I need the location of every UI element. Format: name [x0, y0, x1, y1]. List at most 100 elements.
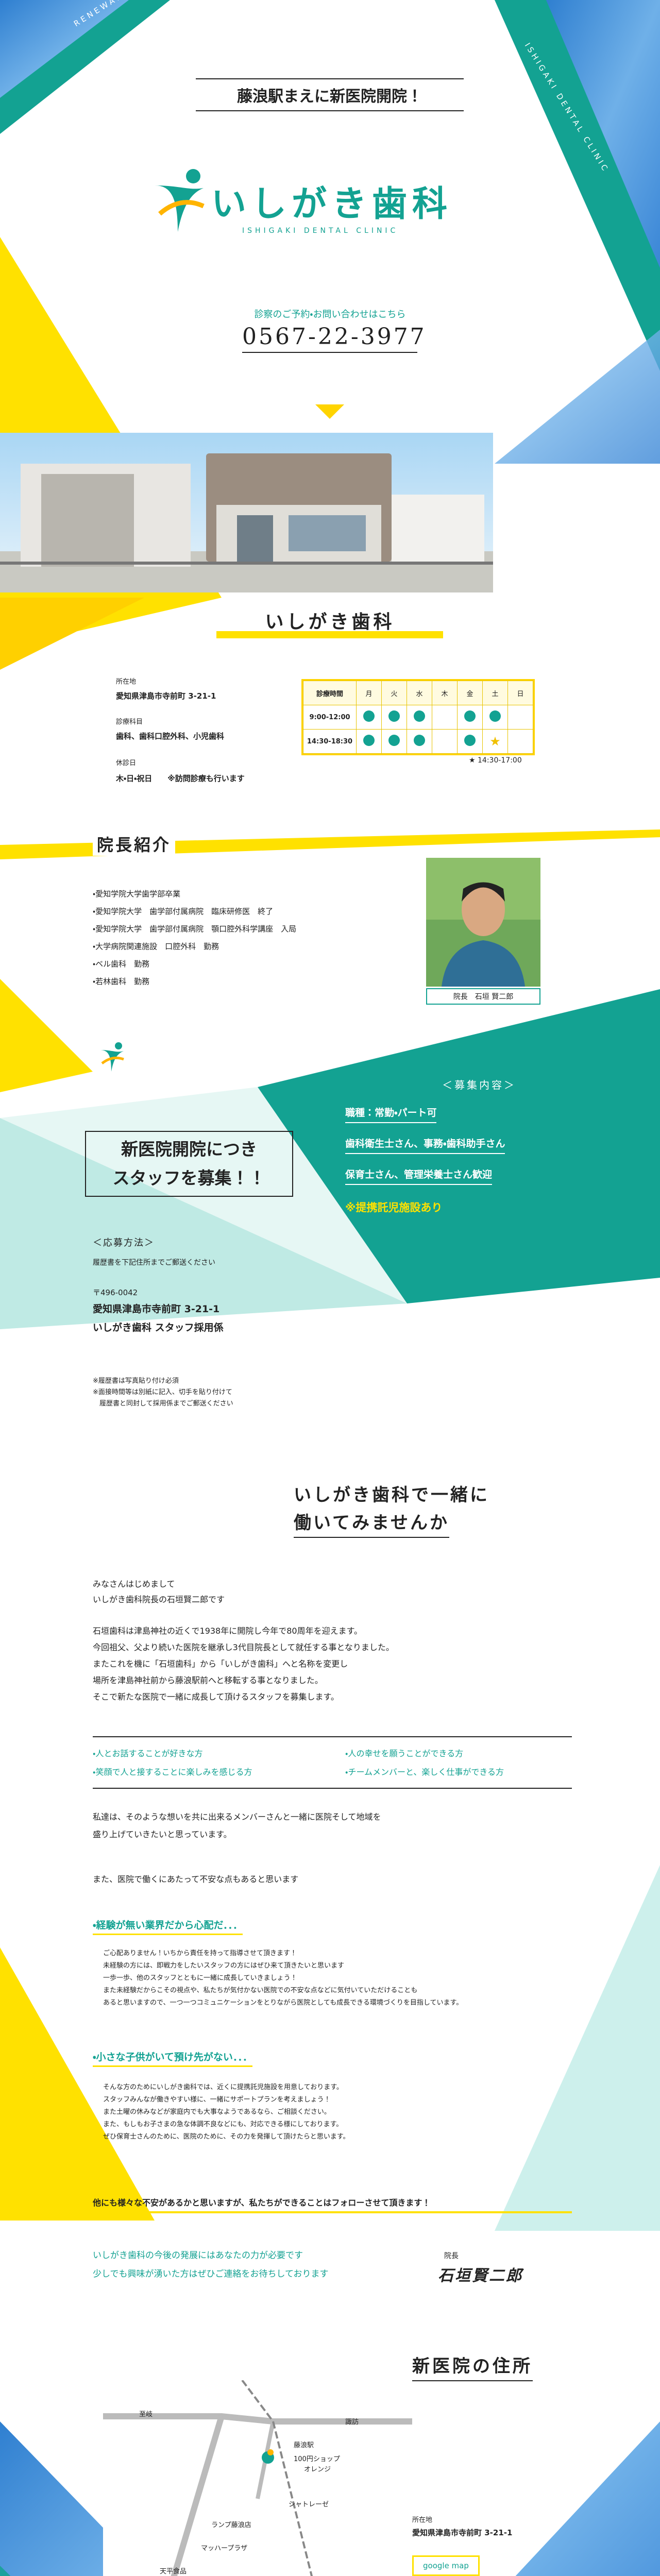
schedule-table: 診療時間月火水木金土日9:00-12:00●●●●●14:30-18:30●●●… [301, 679, 535, 755]
career-item: ・愛知学院大学 歯学部付属病院 臨床研修医 終了 [93, 907, 274, 916]
title-line: いしがき歯科で一緒に [294, 1485, 489, 1505]
greeting-line: みなさんはじめまして [93, 1579, 175, 1589]
schedule-head-cell: 金 [457, 681, 483, 705]
intro-line: 今回祖父、父より続いた医院を継承し3代目院長として就任する事となりました。 [93, 1642, 394, 1652]
access-label: 所在地 [412, 2516, 433, 2524]
sign-name: 石垣賢二郎 [438, 2267, 523, 2285]
worry-line: また、もしもお子さまの急な体調不良などにも、対応できる様にしております。 [103, 2121, 343, 2128]
worry-title: ・小さな子供がいて預け先がない．．． [93, 2049, 252, 2067]
intro-line: 石垣歯科は津島神社の近くで1938年に開院し今年で80周年を迎えます。 [93, 1626, 362, 1636]
career-item: ・愛知学院大学 歯学部付属病院 顎口腔外科学講座 入局 [93, 924, 297, 934]
worry-line: そんな方のためにいしがき歯科では、近くに提携託児施設を用意しております。 [103, 2083, 343, 2091]
content-title: ＜募集内容＞ [442, 1079, 516, 1091]
info-label: 所在地 [116, 678, 137, 686]
worry-title: ・経験が無い業界だから心配だ．．． [93, 1918, 243, 1935]
schedule-cell: ● [482, 705, 508, 730]
info-label: 休診日 [116, 759, 137, 767]
access-address: 愛知県津島市寺前町 3-21-1 [412, 2528, 513, 2537]
divider [93, 1788, 572, 1789]
closing-line: 少しでも興味が湧いた方はぜひご連絡をお待ちしております [93, 2269, 329, 2279]
schedule-cell: ● [356, 729, 382, 754]
schedule-header: 診療時間月火水木金土日 [303, 681, 533, 705]
closing-line: いしがき歯科の今後の発展にはあなたの力が必要です [93, 2250, 303, 2261]
open-mark: ● [363, 735, 375, 746]
worry-line: ご心配ありません！いちから責任を持って指導させて頂きます！ [103, 1950, 297, 1957]
career-item: ・愛知学院大学歯学部卒業 [93, 889, 181, 899]
schedule: 診療時間月火水木金土日9:00-12:00●●●●●14:30-18:30●●●… [303, 681, 533, 754]
hope: 私達は、そのような想いを共に出来るメンバーさんと一緒に医院そして地域を 盛り上げ… [93, 1808, 381, 1843]
schedule-row: 14:30-18:30 ● ● ● ● ★ [303, 729, 533, 754]
map-label: マッハープラザ [201, 2545, 248, 2552]
worry-line: ぜひ保育士さんのために、医院のために、その力を発揮して頂けたらと思います。 [103, 2133, 350, 2141]
career-item: ・ベル歯科 勤務 [93, 959, 150, 969]
info-value: 愛知県津島市寺前町 3-21-1 [116, 691, 216, 701]
apply-text: 履歴書を下記住所までご郵送ください [93, 1259, 215, 1267]
map-label: オレンジ [304, 2466, 331, 2473]
headline-line: スタッフを募集！！ [112, 1168, 266, 1188]
sign-role: 院長 [444, 2252, 459, 2260]
schedule-cell [507, 729, 533, 754]
info-label: 診療科目 [116, 718, 143, 726]
apply-address: 愛知県津島市寺前町 3-21-1 [93, 1303, 220, 1315]
open-mark: ● [464, 735, 476, 746]
want-item: ・チームメンバーと、楽しく仕事ができる方 [345, 1767, 504, 1777]
worry-line: また土曜の休みなどが家庭内でも大事なようであるなら、ご相談ください。 [103, 2108, 331, 2116]
intro: 石垣歯科は津島神社の近くで1938年に開院し今年で80周年を迎えます。 今回祖父… [93, 1623, 394, 1705]
divider [93, 1736, 572, 1737]
worry-line: 未経験の方には、即戦力をしたいスタッフの方にはぜひ来て頂きたいと思います [103, 1962, 345, 1970]
content-note: ※提携託児施設あり [345, 1201, 443, 1214]
phone: 0567-22-3977 [242, 324, 425, 353]
open-mark: ● [388, 735, 400, 746]
section-title: 院長紹介 [93, 832, 176, 856]
schedule-cell: ● [407, 729, 432, 754]
map-label: シャトレーゼ [289, 2501, 329, 2509]
map-label: 藤浪駅 [294, 2442, 314, 2449]
special-mark: ★ [489, 734, 501, 749]
intro-line: そこで新たな医院で一緒に成長して頂けるスタッフを募集します。 [93, 1692, 339, 1702]
schedule-cell: 14:30-18:30 [303, 729, 357, 754]
info-value: 木・日・祝日 ※訪問診療も行います [116, 774, 245, 783]
note: ※面接時間等は別紙に記入、切手を貼り付けて [93, 1388, 232, 1396]
career-item: ・若林歯科 勤務 [93, 977, 150, 986]
schedule-head-cell: 水 [407, 681, 432, 705]
map-label: 天平食品 [160, 2568, 187, 2575]
schedule-cell [432, 729, 458, 754]
worry-intro: また、医院で働くにあたって不安な点もあると思います [93, 1874, 299, 1884]
content-item: 歯科衛生士さん、事務・歯科助手さん [345, 1136, 505, 1154]
schedule-cell: ★ [482, 729, 508, 754]
schedule-cell: ● [457, 705, 483, 730]
open-mark: ● [414, 735, 425, 746]
apply-recipient: いしがき歯科 スタッフ採用係 [93, 1322, 224, 1333]
apply-title: ＜応募方法＞ [93, 1238, 155, 1248]
worry-line: スタッフみんなが働きやすい様に、一緒にサポートプランを考えましょう！ [103, 2096, 331, 2104]
logo-name: いしがき歯科 [211, 183, 453, 225]
schedule-cell [432, 705, 458, 730]
access-title: 新医院の住所 [412, 2352, 533, 2381]
schedule-note: ★ 14:30-17:00 [469, 756, 522, 765]
open-mark: ● [388, 710, 400, 722]
title-bar [216, 631, 443, 638]
hope-line: 盛り上げていきたいと思っています。 [93, 1829, 232, 1839]
open-mark: ● [464, 710, 476, 722]
career-item: ・大学病院関連施設 口腔外科 勤務 [93, 942, 219, 951]
small-logo [100, 1042, 124, 1072]
hope-line: 私達は、そのような想いを共に出来るメンバーさんと一緒に医院そして地域を [93, 1812, 381, 1822]
want-item: ・人の幸せを願うことができる方 [345, 1749, 464, 1758]
note: ※履歴書は写真貼り付け必須 [93, 1377, 179, 1385]
map-label: ランプ藤浪店 [211, 2521, 251, 2529]
clinic-title: いしがき歯科 [265, 611, 395, 633]
greeting: みなさんはじめまして いしがき歯科院長の石垣賢二郎です [93, 1577, 225, 1607]
logo-icon [155, 169, 205, 232]
schedule-cell: ● [356, 705, 382, 730]
clinic-photo [0, 433, 493, 592]
google-map-button[interactable]: google map [412, 2555, 480, 2576]
schedule-head-cell: 月 [356, 681, 382, 705]
catch-copy: 藤浪駅まえに新医院開院！ [196, 78, 464, 111]
map-label: 100円ショップ [294, 2455, 340, 2463]
message-title: いしがき歯科で一緒に 働いてみませんか [294, 1481, 489, 1538]
schedule-head-cell: 木 [432, 681, 458, 705]
schedule-cell: ● [457, 729, 483, 754]
want-item: ・笑顔で人と接することに楽しみを感じる方 [93, 1767, 252, 1777]
schedule-cell: ● [381, 729, 407, 754]
